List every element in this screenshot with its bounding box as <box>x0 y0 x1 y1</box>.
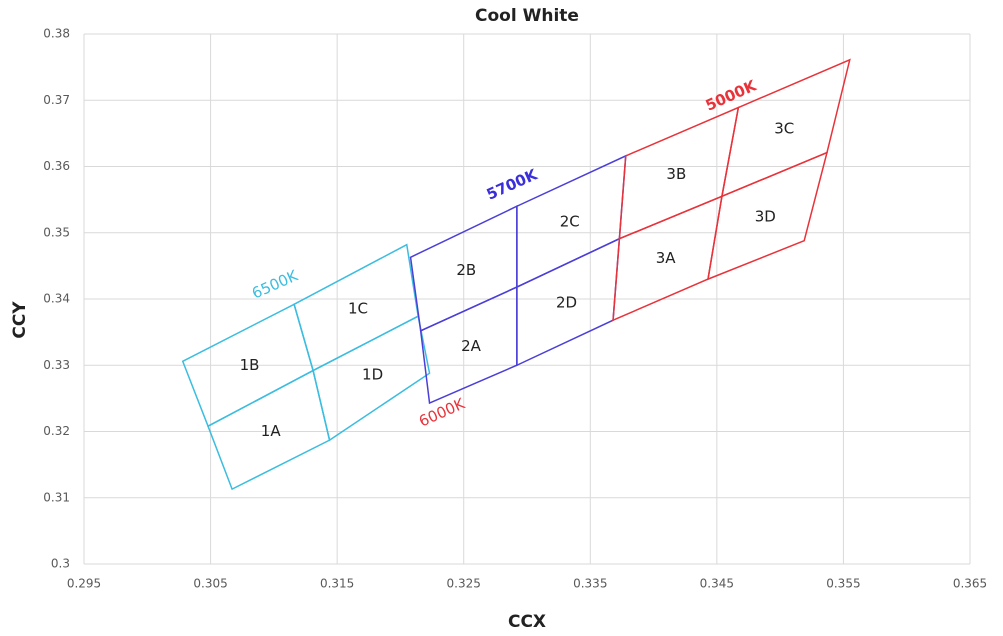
y-axis-label: CCY <box>10 301 30 339</box>
bin-label: 3D <box>755 208 776 226</box>
x-tick-label: 0.315 <box>320 577 354 591</box>
y-tick-label: 0.35 <box>43 225 70 239</box>
x-tick-label: 0.305 <box>193 577 227 591</box>
x-tick-label: 0.325 <box>447 577 481 591</box>
bin-label: 2C <box>560 212 580 230</box>
x-tick-label: 0.355 <box>826 577 860 591</box>
y-tick-label: 0.37 <box>43 93 70 107</box>
y-tick-label: 0.3 <box>51 557 70 571</box>
bin-label: 2B <box>456 261 476 279</box>
bin-label: 3C <box>774 120 794 138</box>
bin-region <box>312 315 431 442</box>
y-tick-label: 0.36 <box>43 159 70 173</box>
annotation: 5700K <box>484 165 541 204</box>
annotation: 5000K <box>703 76 760 115</box>
x-tick-label: 0.295 <box>67 577 101 591</box>
annotation: 6500K <box>249 266 301 302</box>
bin-label: 1C <box>348 299 368 317</box>
y-tick-label: 0.33 <box>43 358 70 372</box>
bin-region <box>707 151 829 281</box>
bin-label: 3B <box>666 165 686 183</box>
x-tick-label: 0.365 <box>953 577 987 591</box>
bin-label: 1A <box>261 422 282 440</box>
bin-label: 2D <box>556 293 577 311</box>
annotation: 6000K <box>416 394 468 430</box>
bin-label: 1B <box>240 356 260 374</box>
x-axis-label: CCX <box>508 612 546 632</box>
chart-title: Cool White <box>475 6 579 26</box>
bin-label: 1D <box>362 366 383 384</box>
y-tick-label: 0.31 <box>43 490 70 504</box>
bin-label: 2A <box>461 337 482 355</box>
y-tick-label: 0.34 <box>43 292 70 306</box>
x-tick-label: 0.335 <box>573 577 607 591</box>
y-tick-label: 0.38 <box>43 27 70 41</box>
y-tick-label: 0.32 <box>43 424 70 438</box>
x-tick-label: 0.345 <box>700 577 734 591</box>
bin-label: 3A <box>656 249 677 267</box>
